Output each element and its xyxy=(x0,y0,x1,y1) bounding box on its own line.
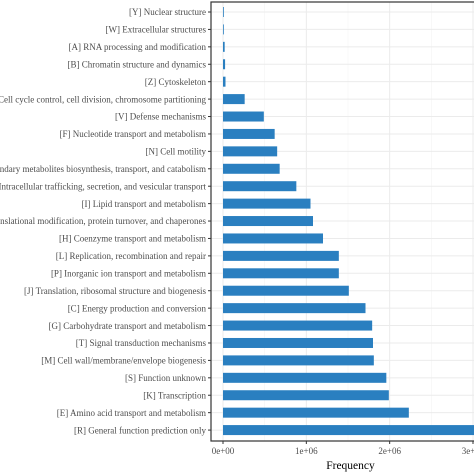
category-label: [H] Coenzyme transport and metabolism xyxy=(59,234,206,244)
bar xyxy=(223,146,278,157)
category-label: [N] Cell motility xyxy=(146,147,207,157)
bar xyxy=(223,181,297,192)
bar xyxy=(223,233,323,244)
bar xyxy=(223,390,389,401)
category-label: [A] RNA processing and modification xyxy=(69,42,207,52)
category-label: [D] Cell cycle control, cell division, c… xyxy=(0,94,206,104)
category-label: [J] Translation, ribosomal structure and… xyxy=(24,286,206,296)
x-tick-label: 2e+06 xyxy=(378,446,401,456)
x-axis-title: Frequency xyxy=(326,460,375,472)
bar xyxy=(223,250,339,261)
bar xyxy=(223,407,409,418)
panel-border xyxy=(210,1,474,442)
bar xyxy=(223,285,349,296)
bar xyxy=(223,216,313,227)
bar xyxy=(223,59,226,70)
category-label: [O] Post-translational modification, pro… xyxy=(0,216,206,226)
x-tick-label: 0e+00 xyxy=(212,446,235,456)
category-label: [C] Energy production and conversion xyxy=(68,303,207,313)
category-label: [B] Chromatin structure and dynamics xyxy=(68,59,207,69)
bar xyxy=(223,320,373,331)
x-tick-label: 1e+06 xyxy=(295,446,318,456)
bar xyxy=(223,128,275,139)
category-label: [U] Intracellular trafficking, secretion… xyxy=(0,181,206,191)
bar xyxy=(223,303,366,314)
category-label: [R] General function prediction only xyxy=(74,425,206,435)
bar xyxy=(223,425,474,436)
bar xyxy=(223,111,264,122)
category-label: [K] Transcription xyxy=(143,390,206,400)
category-label: [S] Function unknown xyxy=(125,373,207,383)
bar xyxy=(223,372,387,383)
category-label: [Z] Cytoskeleton xyxy=(145,77,207,87)
bar xyxy=(223,94,245,105)
bar xyxy=(223,268,339,279)
x-axis-ticks: 0e+00 1e+06 2e+06 3e+06 xyxy=(212,441,474,456)
category-label: [G] Carbohydrate transport and metabolis… xyxy=(49,321,206,331)
category-label: [Y] Nuclear structure xyxy=(129,7,206,17)
category-label: [Q] Secondary metabolites biosynthesis, … xyxy=(0,164,206,174)
bar xyxy=(223,198,311,209)
category-label: [M] Cell wall/membrane/envelope biogenes… xyxy=(41,356,206,366)
bars-layer xyxy=(223,7,474,436)
category-label: [T] Signal transduction mechanisms xyxy=(76,338,207,348)
bar xyxy=(223,355,374,366)
bar xyxy=(223,163,280,174)
category-label: [W] Extracellular structures xyxy=(106,25,207,35)
category-labels: [Y] Nuclear structure [W] Extracellular s… xyxy=(0,7,211,435)
category-label: [P] Inorganic ion transport and metaboli… xyxy=(51,269,206,279)
category-label: [I] Lipid transport and metabolism xyxy=(82,199,206,209)
bar xyxy=(223,7,224,17)
category-label: [V] Defense mechanisms xyxy=(115,112,206,122)
category-label: [E] Amino acid transport and metabolism xyxy=(57,408,206,418)
bar xyxy=(223,24,224,35)
category-label: [F] Nucleotide transport and metabolism xyxy=(60,129,206,139)
bar xyxy=(223,337,373,348)
category-label: [L] Replication, recombination and repai… xyxy=(56,251,206,261)
bar xyxy=(223,76,226,87)
x-tick-label: 3e+06 xyxy=(462,446,474,456)
bar xyxy=(223,41,225,52)
